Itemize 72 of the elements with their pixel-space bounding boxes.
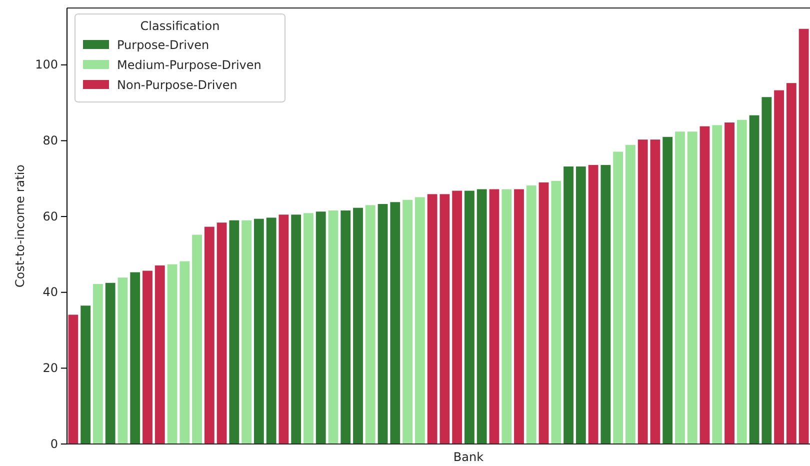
- bar: [576, 166, 586, 444]
- legend-title: Classification: [140, 19, 220, 33]
- legend-label: Non-Purpose-Driven: [117, 78, 238, 92]
- bar: [353, 208, 363, 444]
- legend-label: Medium-Purpose-Driven: [117, 58, 262, 72]
- bar: [687, 132, 698, 444]
- bar: [675, 132, 685, 444]
- bar: [749, 115, 760, 444]
- y-axis-title: Cost-to-income ratio: [13, 164, 27, 288]
- bar: [551, 180, 562, 444]
- bar: [242, 220, 252, 444]
- bar: [365, 205, 376, 444]
- bar: [613, 152, 624, 444]
- bar: [204, 226, 214, 444]
- bar: [464, 190, 474, 444]
- bar: [192, 234, 202, 444]
- bar: [786, 83, 796, 444]
- bar: [588, 164, 598, 444]
- bar: [736, 120, 747, 444]
- y-tick-label: 20: [42, 361, 58, 376]
- bar: [316, 212, 326, 444]
- bar: [304, 213, 314, 444]
- bar: [476, 189, 487, 444]
- bar: [712, 125, 722, 444]
- bar: [489, 189, 500, 444]
- bar: [167, 264, 178, 444]
- bar: [266, 218, 276, 444]
- bar: [390, 202, 400, 444]
- bar: [798, 28, 809, 444]
- bar: [514, 189, 524, 444]
- bar: [118, 278, 128, 444]
- bar: [378, 204, 388, 444]
- bar: [440, 194, 450, 444]
- bar: [625, 144, 636, 444]
- bar: [762, 97, 772, 444]
- bar: [154, 265, 165, 444]
- bar: [80, 306, 91, 444]
- bar: [564, 166, 574, 444]
- x-axis-title: Bank: [453, 450, 484, 464]
- y-tick-label: 100: [35, 58, 58, 72]
- y-tick-label: 40: [42, 285, 58, 300]
- bar: [538, 182, 549, 444]
- bar: [700, 126, 710, 444]
- bar: [638, 140, 648, 444]
- y-tick-label: 60: [42, 209, 58, 224]
- bar: [105, 282, 116, 444]
- bar: [427, 194, 438, 444]
- bar: [180, 261, 190, 444]
- bar: [600, 164, 611, 444]
- bar: [402, 200, 412, 444]
- bar: [414, 197, 425, 444]
- bar: [724, 122, 734, 444]
- bar: [774, 90, 784, 444]
- bar: [328, 210, 338, 444]
- legend-label: Purpose-Driven: [117, 38, 210, 52]
- bar: [68, 314, 78, 444]
- bar: [93, 284, 103, 444]
- bar: [278, 214, 289, 444]
- bar: [502, 189, 512, 444]
- bar: [254, 218, 264, 444]
- bar: [216, 222, 227, 444]
- bar: [526, 185, 536, 444]
- y-tick-label: 80: [42, 134, 58, 148]
- bar: [340, 210, 351, 444]
- bar: [662, 136, 673, 444]
- bar: [142, 270, 152, 444]
- bar: [229, 220, 240, 444]
- bar: [130, 272, 140, 444]
- bar: [291, 214, 302, 444]
- bar: [452, 190, 462, 444]
- bar: [650, 140, 660, 444]
- y-tick-label: 0: [50, 436, 58, 451]
